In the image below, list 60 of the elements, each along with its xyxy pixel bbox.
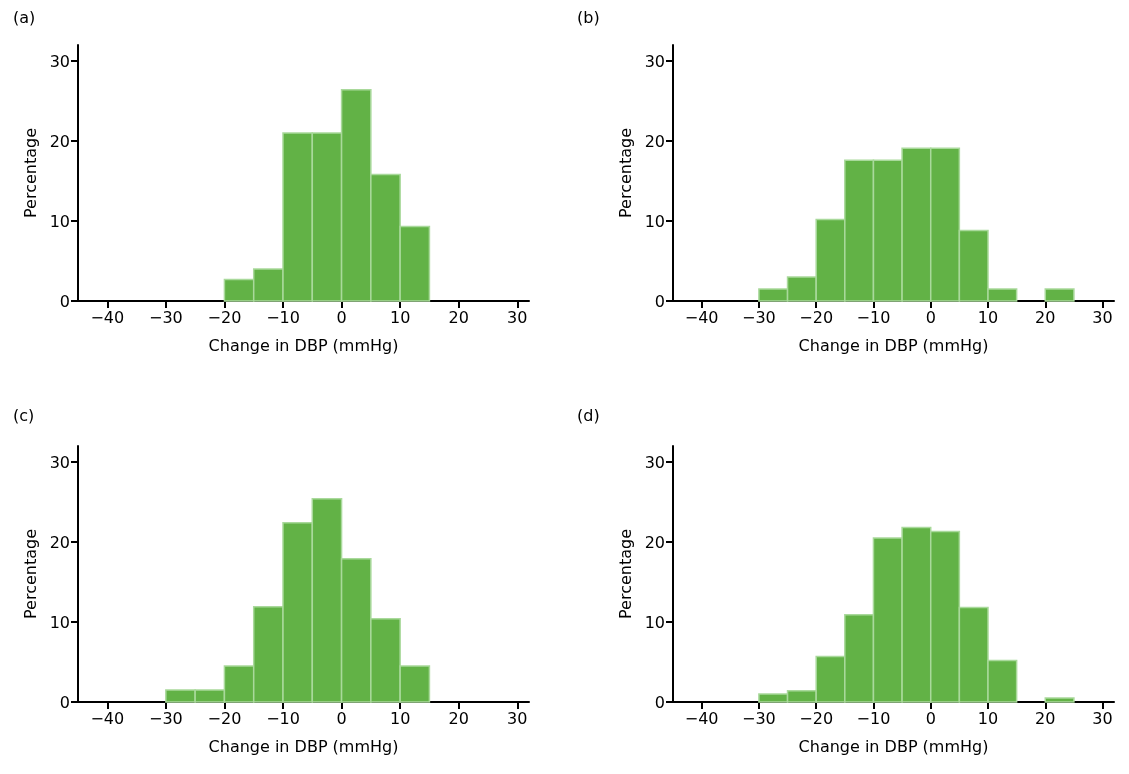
- x-tick-label: −10: [856, 708, 891, 728]
- x-tick-label: −40: [684, 708, 719, 728]
- x-tick-label: −20: [207, 307, 242, 327]
- x-tick-label: −40: [90, 307, 125, 327]
- x-tick-label: 10: [389, 307, 411, 327]
- chart-title: (a): [13, 7, 36, 27]
- x-axis-title: Change in DBP (mmHg): [798, 335, 989, 355]
- y-tick-label: 20: [49, 532, 70, 552]
- x-tick-label: 20: [1035, 307, 1056, 327]
- y-axis-title: Percentage: [615, 528, 635, 620]
- y-tick-label: 10: [644, 612, 665, 632]
- chart-title: (c): [13, 405, 35, 425]
- y-tick-label: 0: [654, 692, 665, 712]
- x-tick-label: 0: [336, 307, 347, 327]
- x-tick-label: −30: [148, 307, 183, 327]
- y-tick-label: 30: [49, 51, 70, 71]
- y-tick-label: 30: [644, 452, 665, 472]
- x-tick-label: −10: [266, 708, 300, 728]
- x-tick-label: 30: [507, 307, 528, 327]
- x-tick-label: 10: [977, 307, 999, 327]
- y-tick-label: 20: [49, 131, 70, 151]
- x-axis-title: Change in DBP (mmHg): [798, 736, 989, 756]
- y-tick-label: 30: [644, 51, 665, 71]
- x-tick-label: 30: [507, 708, 528, 728]
- x-tick-label: 0: [925, 708, 936, 728]
- y-tick-label: 20: [644, 532, 665, 552]
- x-tick-label: −20: [207, 708, 242, 728]
- x-axis-title: Change in DBP (mmHg): [208, 335, 399, 355]
- x-tick-label: 20: [448, 708, 469, 728]
- x-tick-label: 20: [448, 307, 469, 327]
- y-tick-label: 0: [59, 692, 70, 712]
- x-tick-label: −20: [799, 708, 834, 728]
- y-tick-label: 10: [49, 612, 70, 632]
- y-tick-label: 0: [654, 291, 665, 311]
- x-tick-label: 20: [1035, 708, 1056, 728]
- x-tick-label: 30: [1092, 708, 1113, 728]
- y-axis-title: Percentage: [20, 127, 40, 219]
- x-tick-label: −10: [856, 307, 891, 327]
- x-tick-label: −40: [90, 708, 125, 728]
- x-tick-label: 10: [977, 708, 999, 728]
- y-tick-label: 10: [49, 211, 70, 231]
- x-tick-label: −30: [148, 708, 183, 728]
- y-tick-label: 20: [644, 131, 665, 151]
- chart-title: (b): [577, 7, 600, 27]
- x-tick-label: −30: [742, 307, 776, 327]
- x-tick-label: 0: [925, 307, 936, 327]
- x-tick-label: 10: [389, 708, 411, 728]
- chart-title: (d): [577, 405, 600, 425]
- y-axis-title: Percentage: [615, 127, 635, 219]
- y-tick-label: 10: [644, 211, 665, 231]
- y-axis-title: Percentage: [20, 528, 40, 620]
- x-tick-label: −10: [266, 307, 300, 327]
- x-tick-label: −40: [684, 307, 719, 327]
- y-tick-label: 30: [49, 452, 70, 472]
- x-tick-label: 0: [336, 708, 347, 728]
- x-tick-label: −20: [799, 307, 834, 327]
- y-tick-label: 0: [59, 291, 70, 311]
- x-tick-label: −30: [742, 708, 776, 728]
- x-tick-label: 30: [1092, 307, 1113, 327]
- x-axis-title: Change in DBP (mmHg): [208, 736, 399, 756]
